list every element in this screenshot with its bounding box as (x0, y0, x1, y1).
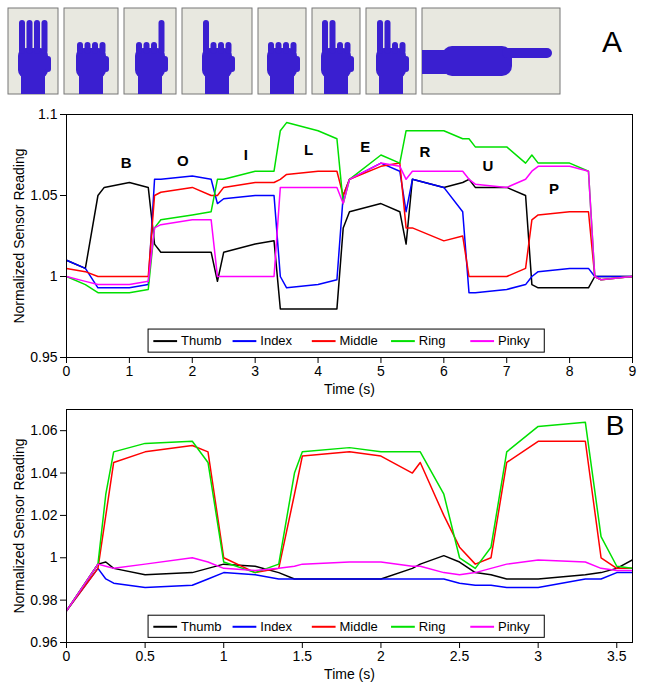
svg-text:Middle: Middle (340, 619, 378, 634)
svg-text:Index: Index (260, 333, 292, 348)
svg-text:2: 2 (188, 363, 196, 379)
svg-text:0.5: 0.5 (135, 648, 155, 664)
svg-text:5: 5 (377, 363, 385, 379)
svg-text:U: U (482, 157, 493, 174)
svg-text:0: 0 (63, 648, 71, 664)
svg-text:Pinky: Pinky (498, 333, 530, 348)
svg-text:3: 3 (534, 648, 542, 664)
svg-text:9: 9 (629, 363, 637, 379)
svg-text:O: O (177, 152, 189, 169)
svg-text:1: 1 (220, 648, 228, 664)
svg-text:I: I (244, 146, 248, 163)
svg-text:1.05: 1.05 (30, 187, 57, 203)
svg-text:1.02: 1.02 (30, 507, 57, 523)
svg-text:R: R (420, 143, 431, 160)
svg-text:3.5: 3.5 (607, 648, 627, 664)
svg-text:Middle: Middle (340, 333, 378, 348)
svg-text:7: 7 (503, 363, 511, 379)
svg-text:Time (s): Time (s) (324, 666, 375, 682)
svg-text:0.95: 0.95 (30, 349, 57, 365)
svg-text:3: 3 (251, 363, 259, 379)
svg-text:4: 4 (314, 363, 322, 379)
svg-text:L: L (304, 141, 313, 158)
svg-text:1: 1 (125, 363, 133, 379)
svg-text:Pinky: Pinky (498, 619, 530, 634)
svg-text:E: E (360, 138, 370, 155)
svg-text:1.5: 1.5 (293, 648, 313, 664)
svg-text:Time (s): Time (s) (324, 381, 375, 397)
svg-text:2.5: 2.5 (450, 648, 470, 664)
svg-text:1: 1 (50, 549, 58, 565)
svg-text:Normalized Sensor Reading: Normalized Sensor Reading (11, 148, 27, 323)
svg-text:Thumb: Thumb (181, 333, 221, 348)
svg-text:1.1: 1.1 (38, 106, 58, 122)
svg-text:8: 8 (566, 363, 574, 379)
svg-text:2: 2 (377, 648, 385, 664)
svg-text:B: B (606, 410, 625, 441)
svg-text:6: 6 (440, 363, 448, 379)
svg-text:Normalized Sensor Reading: Normalized Sensor Reading (11, 438, 27, 613)
svg-text:1: 1 (50, 268, 58, 284)
svg-text:Index: Index (260, 619, 292, 634)
svg-text:1.04: 1.04 (30, 465, 57, 481)
svg-text:0.96: 0.96 (30, 634, 57, 650)
svg-text:0: 0 (63, 363, 71, 379)
svg-text:A: A (602, 25, 622, 58)
svg-text:Ring: Ring (419, 619, 446, 634)
svg-text:0.98: 0.98 (30, 592, 57, 608)
svg-text:P: P (549, 180, 559, 197)
svg-text:Ring: Ring (419, 333, 446, 348)
svg-text:1.06: 1.06 (30, 422, 57, 438)
svg-text:Thumb: Thumb (181, 619, 221, 634)
svg-text:B: B (121, 154, 132, 171)
